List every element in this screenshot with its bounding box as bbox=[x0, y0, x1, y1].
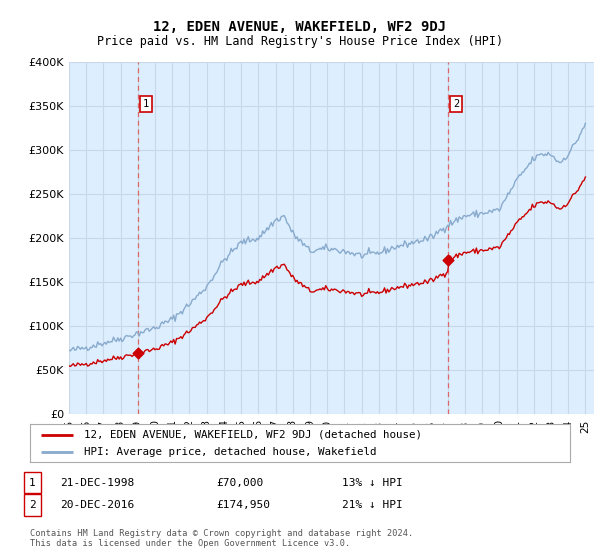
Text: Price paid vs. HM Land Registry's House Price Index (HPI): Price paid vs. HM Land Registry's House … bbox=[97, 35, 503, 48]
Text: Contains HM Land Registry data © Crown copyright and database right 2024.
This d: Contains HM Land Registry data © Crown c… bbox=[30, 529, 413, 548]
Text: 2: 2 bbox=[29, 500, 36, 510]
Text: 1: 1 bbox=[143, 99, 149, 109]
Point bbox=[133, 348, 143, 357]
Text: 2: 2 bbox=[453, 99, 459, 109]
Text: 21% ↓ HPI: 21% ↓ HPI bbox=[342, 500, 403, 510]
Text: 12, EDEN AVENUE, WAKEFIELD, WF2 9DJ (detached house): 12, EDEN AVENUE, WAKEFIELD, WF2 9DJ (det… bbox=[84, 430, 422, 440]
Text: 13% ↓ HPI: 13% ↓ HPI bbox=[342, 478, 403, 488]
Text: 12, EDEN AVENUE, WAKEFIELD, WF2 9DJ: 12, EDEN AVENUE, WAKEFIELD, WF2 9DJ bbox=[154, 20, 446, 34]
Text: HPI: Average price, detached house, Wakefield: HPI: Average price, detached house, Wake… bbox=[84, 447, 377, 458]
Text: 20-DEC-2016: 20-DEC-2016 bbox=[60, 500, 134, 510]
Point bbox=[443, 255, 452, 264]
Text: 1: 1 bbox=[29, 478, 36, 488]
Text: 21-DEC-1998: 21-DEC-1998 bbox=[60, 478, 134, 488]
Text: £174,950: £174,950 bbox=[216, 500, 270, 510]
Text: £70,000: £70,000 bbox=[216, 478, 263, 488]
